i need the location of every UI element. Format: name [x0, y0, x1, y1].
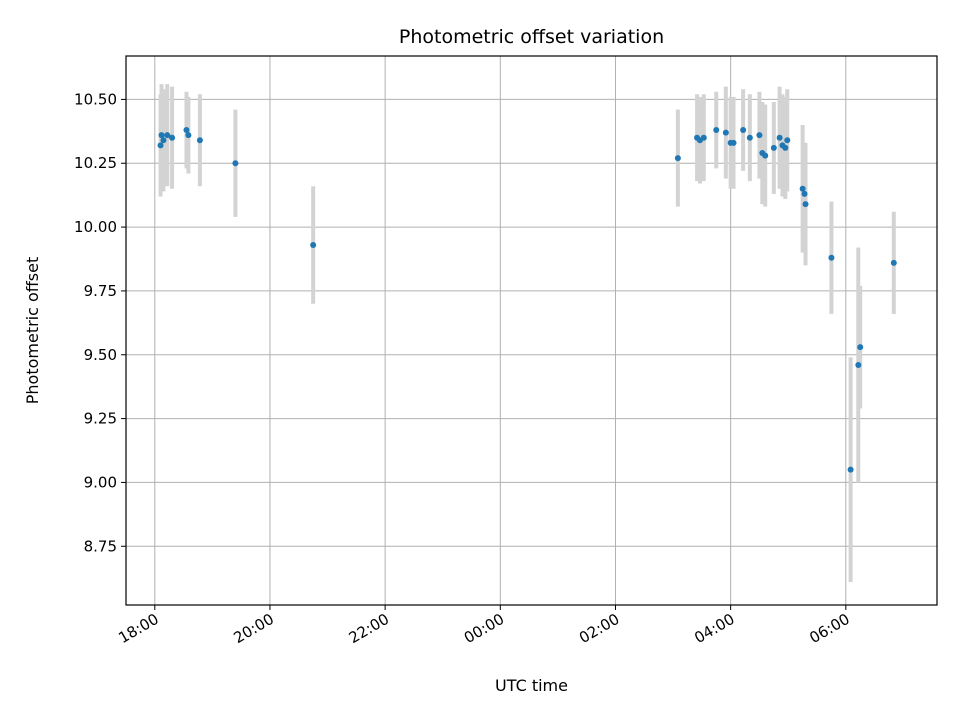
data-point: [700, 134, 707, 141]
data-point: [158, 132, 165, 139]
data-point: [185, 132, 192, 139]
data-point: [847, 466, 854, 473]
data-point: [196, 137, 203, 144]
y-tick-label: 9.25: [84, 410, 117, 428]
y-axis-label: Photometric offset: [23, 257, 42, 405]
data-point: [784, 137, 791, 144]
y-tick-label: 9.75: [84, 282, 117, 300]
data-point: [770, 144, 777, 151]
data-point: [857, 344, 864, 351]
data-points: [157, 127, 897, 473]
data-point: [802, 201, 809, 208]
data-point: [782, 144, 789, 151]
data-point: [232, 160, 239, 167]
data-point: [730, 139, 737, 146]
data-point: [828, 254, 835, 261]
data-point: [799, 185, 806, 192]
chart-title: Photometric offset variation: [399, 26, 664, 48]
y-axis: 8.75 9.00 9.25 9.50 9.75 10.00 10.25 10.50: [74, 90, 126, 555]
y-tick-label: 10.00: [74, 218, 117, 236]
data-point: [776, 134, 783, 141]
plot-frame: [125, 55, 938, 606]
data-point: [801, 190, 808, 197]
data-point: [674, 155, 681, 162]
data-point: [722, 129, 729, 136]
y-tick-label: 10.25: [74, 154, 117, 172]
data-point: [169, 134, 176, 141]
data-point: [157, 142, 164, 149]
data-point: [310, 241, 317, 248]
y-tick-label: 9.00: [84, 473, 117, 491]
y-tick-label: 8.75: [84, 537, 117, 555]
data-point: [740, 127, 747, 134]
x-axis-label: UTC time: [495, 676, 568, 695]
data-point: [855, 361, 862, 368]
y-tick-label: 10.50: [74, 90, 117, 108]
data-point: [890, 259, 897, 266]
data-point: [160, 137, 167, 144]
data-point: [762, 152, 769, 159]
data-point: [183, 127, 190, 134]
data-point: [746, 134, 753, 141]
data-point: [756, 132, 763, 139]
y-tick-label: 9.50: [84, 346, 117, 364]
data-point: [713, 127, 720, 134]
data-point: [164, 132, 171, 139]
